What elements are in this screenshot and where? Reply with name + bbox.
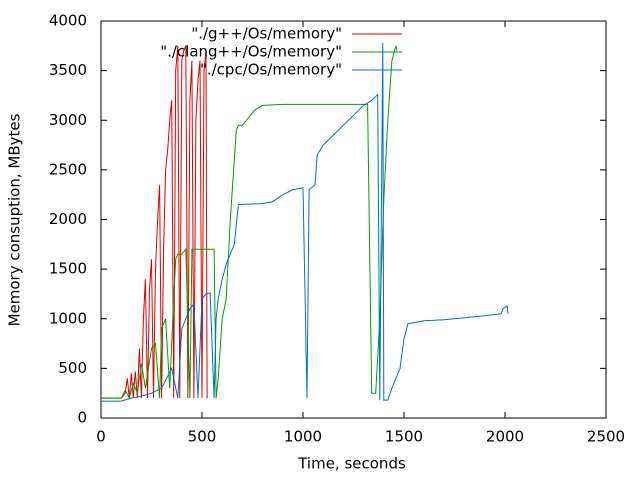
x-tick-label: 500 — [188, 428, 217, 446]
x-tick-label: 1500 — [385, 428, 423, 446]
x-tick-label: 2500 — [587, 428, 625, 446]
series-line — [101, 45, 398, 400]
series-line — [101, 45, 208, 399]
x-tick-label: 1000 — [284, 428, 322, 446]
y-tick-label: 1500 — [49, 260, 87, 278]
y-tick-label: 2500 — [49, 160, 87, 178]
y-tick-label: 3000 — [49, 111, 87, 129]
y-tick-label: 4000 — [49, 12, 87, 30]
y-axis-label: Memory consuption, MBytes — [6, 113, 24, 326]
y-tick-label: 3500 — [49, 61, 87, 79]
x-tick-label: 0 — [96, 428, 106, 446]
legend-label: "./clang++/Os/memory" — [160, 43, 342, 61]
legend-label: "./g++/Os/memory" — [191, 25, 342, 43]
legend-label: "./cpc/Os/memory" — [200, 61, 342, 79]
series-line — [101, 42, 509, 402]
y-tick-label: 2000 — [49, 210, 87, 228]
x-tick-label: 2000 — [486, 428, 524, 446]
y-tick-label: 0 — [77, 409, 87, 427]
y-tick-label: 1000 — [49, 309, 87, 327]
x-axis-label: Time, seconds — [297, 455, 406, 473]
plot-frame — [100, 20, 607, 419]
y-tick-label: 500 — [58, 359, 87, 377]
